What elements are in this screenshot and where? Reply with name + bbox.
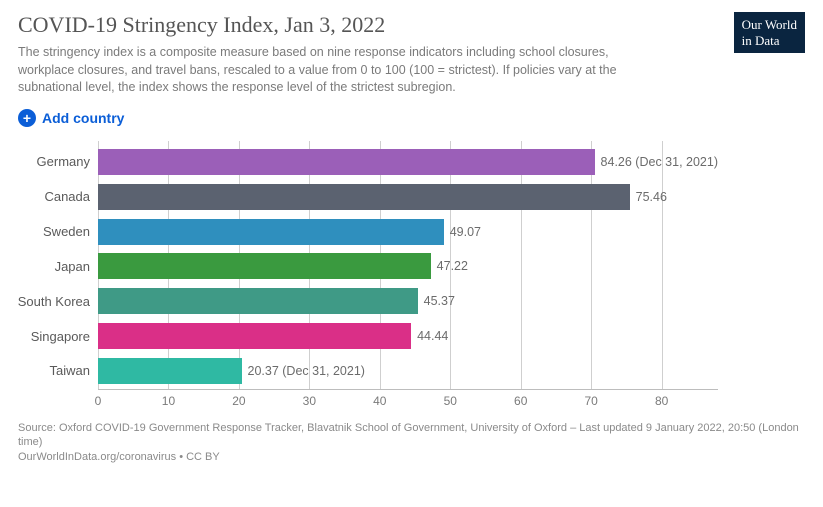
bar-category-label: Japan <box>55 259 90 274</box>
bar-row: Sweden49.07 <box>98 218 718 246</box>
bar-category-label: Singapore <box>31 329 90 344</box>
chart-subtitle: The stringency index is a composite meas… <box>18 44 658 97</box>
x-tick-label: 70 <box>584 394 597 408</box>
source-text: Source: Oxford COVID-19 Government Respo… <box>18 421 805 451</box>
bar-value-label: 47.22 <box>437 259 468 273</box>
footer: Source: Oxford COVID-19 Government Respo… <box>18 421 805 466</box>
x-tick-label: 20 <box>232 394 245 408</box>
bar-value-label: 84.26 (Dec 31, 2021) <box>601 155 718 169</box>
bar-value-label: 45.37 <box>424 294 455 308</box>
x-tick-label: 60 <box>514 394 527 408</box>
bar <box>98 323 411 349</box>
add-country-label: Add country <box>42 110 124 126</box>
bar-row: Singapore44.44 <box>98 322 718 350</box>
bar-value-label: 75.46 <box>636 190 667 204</box>
x-axis: 0 10 20 30 40 50 60 70 80 <box>98 389 718 411</box>
bar-value-label: 20.37 (Dec 31, 2021) <box>248 364 365 378</box>
bar-category-label: South Korea <box>18 294 90 309</box>
bar-value-label: 44.44 <box>417 329 448 343</box>
bar-category-label: Canada <box>44 189 90 204</box>
x-tick-label: 30 <box>303 394 316 408</box>
add-country-button[interactable]: + Add country <box>18 109 124 127</box>
bar-row: South Korea45.37 <box>98 287 718 315</box>
plot-area: Germany84.26 (Dec 31, 2021) Canada75.46 Sw… <box>98 141 718 411</box>
x-tick-label: 40 <box>373 394 386 408</box>
bar <box>98 288 418 314</box>
logo-line2: in Data <box>742 33 797 49</box>
bars-container: Germany84.26 (Dec 31, 2021) Canada75.46 Sw… <box>98 145 718 389</box>
bar-category-label: Germany <box>37 154 90 169</box>
bar-category-label: Sweden <box>43 224 90 239</box>
bar <box>98 149 595 175</box>
x-tick-label: 80 <box>655 394 668 408</box>
x-tick-label: 10 <box>162 394 175 408</box>
bar <box>98 219 444 245</box>
header: Our World in Data COVID-19 Stringency In… <box>18 12 805 97</box>
bar-row: Taiwan20.37 (Dec 31, 2021) <box>98 357 718 385</box>
bar-row: Germany84.26 (Dec 31, 2021) <box>98 148 718 176</box>
plus-circle-icon: + <box>18 109 36 127</box>
x-tick-label: 50 <box>444 394 457 408</box>
x-tick-label: 0 <box>95 394 102 408</box>
chart: Germany84.26 (Dec 31, 2021)Canada75.46Sw… <box>18 141 798 411</box>
bar <box>98 358 242 384</box>
bar-category-label: Taiwan <box>50 363 90 378</box>
bar-value-label: 49.07 <box>450 225 481 239</box>
owid-logo: Our World in Data <box>734 12 805 53</box>
bar <box>98 184 630 210</box>
logo-line1: Our World <box>742 17 797 33</box>
attribution-text: OurWorldInData.org/coronavirus • CC BY <box>18 450 805 465</box>
chart-title: COVID-19 Stringency Index, Jan 3, 2022 <box>18 12 805 38</box>
bar-row: Japan47.22 <box>98 252 718 280</box>
bar <box>98 253 431 279</box>
bar-row: Canada75.46 <box>98 183 718 211</box>
